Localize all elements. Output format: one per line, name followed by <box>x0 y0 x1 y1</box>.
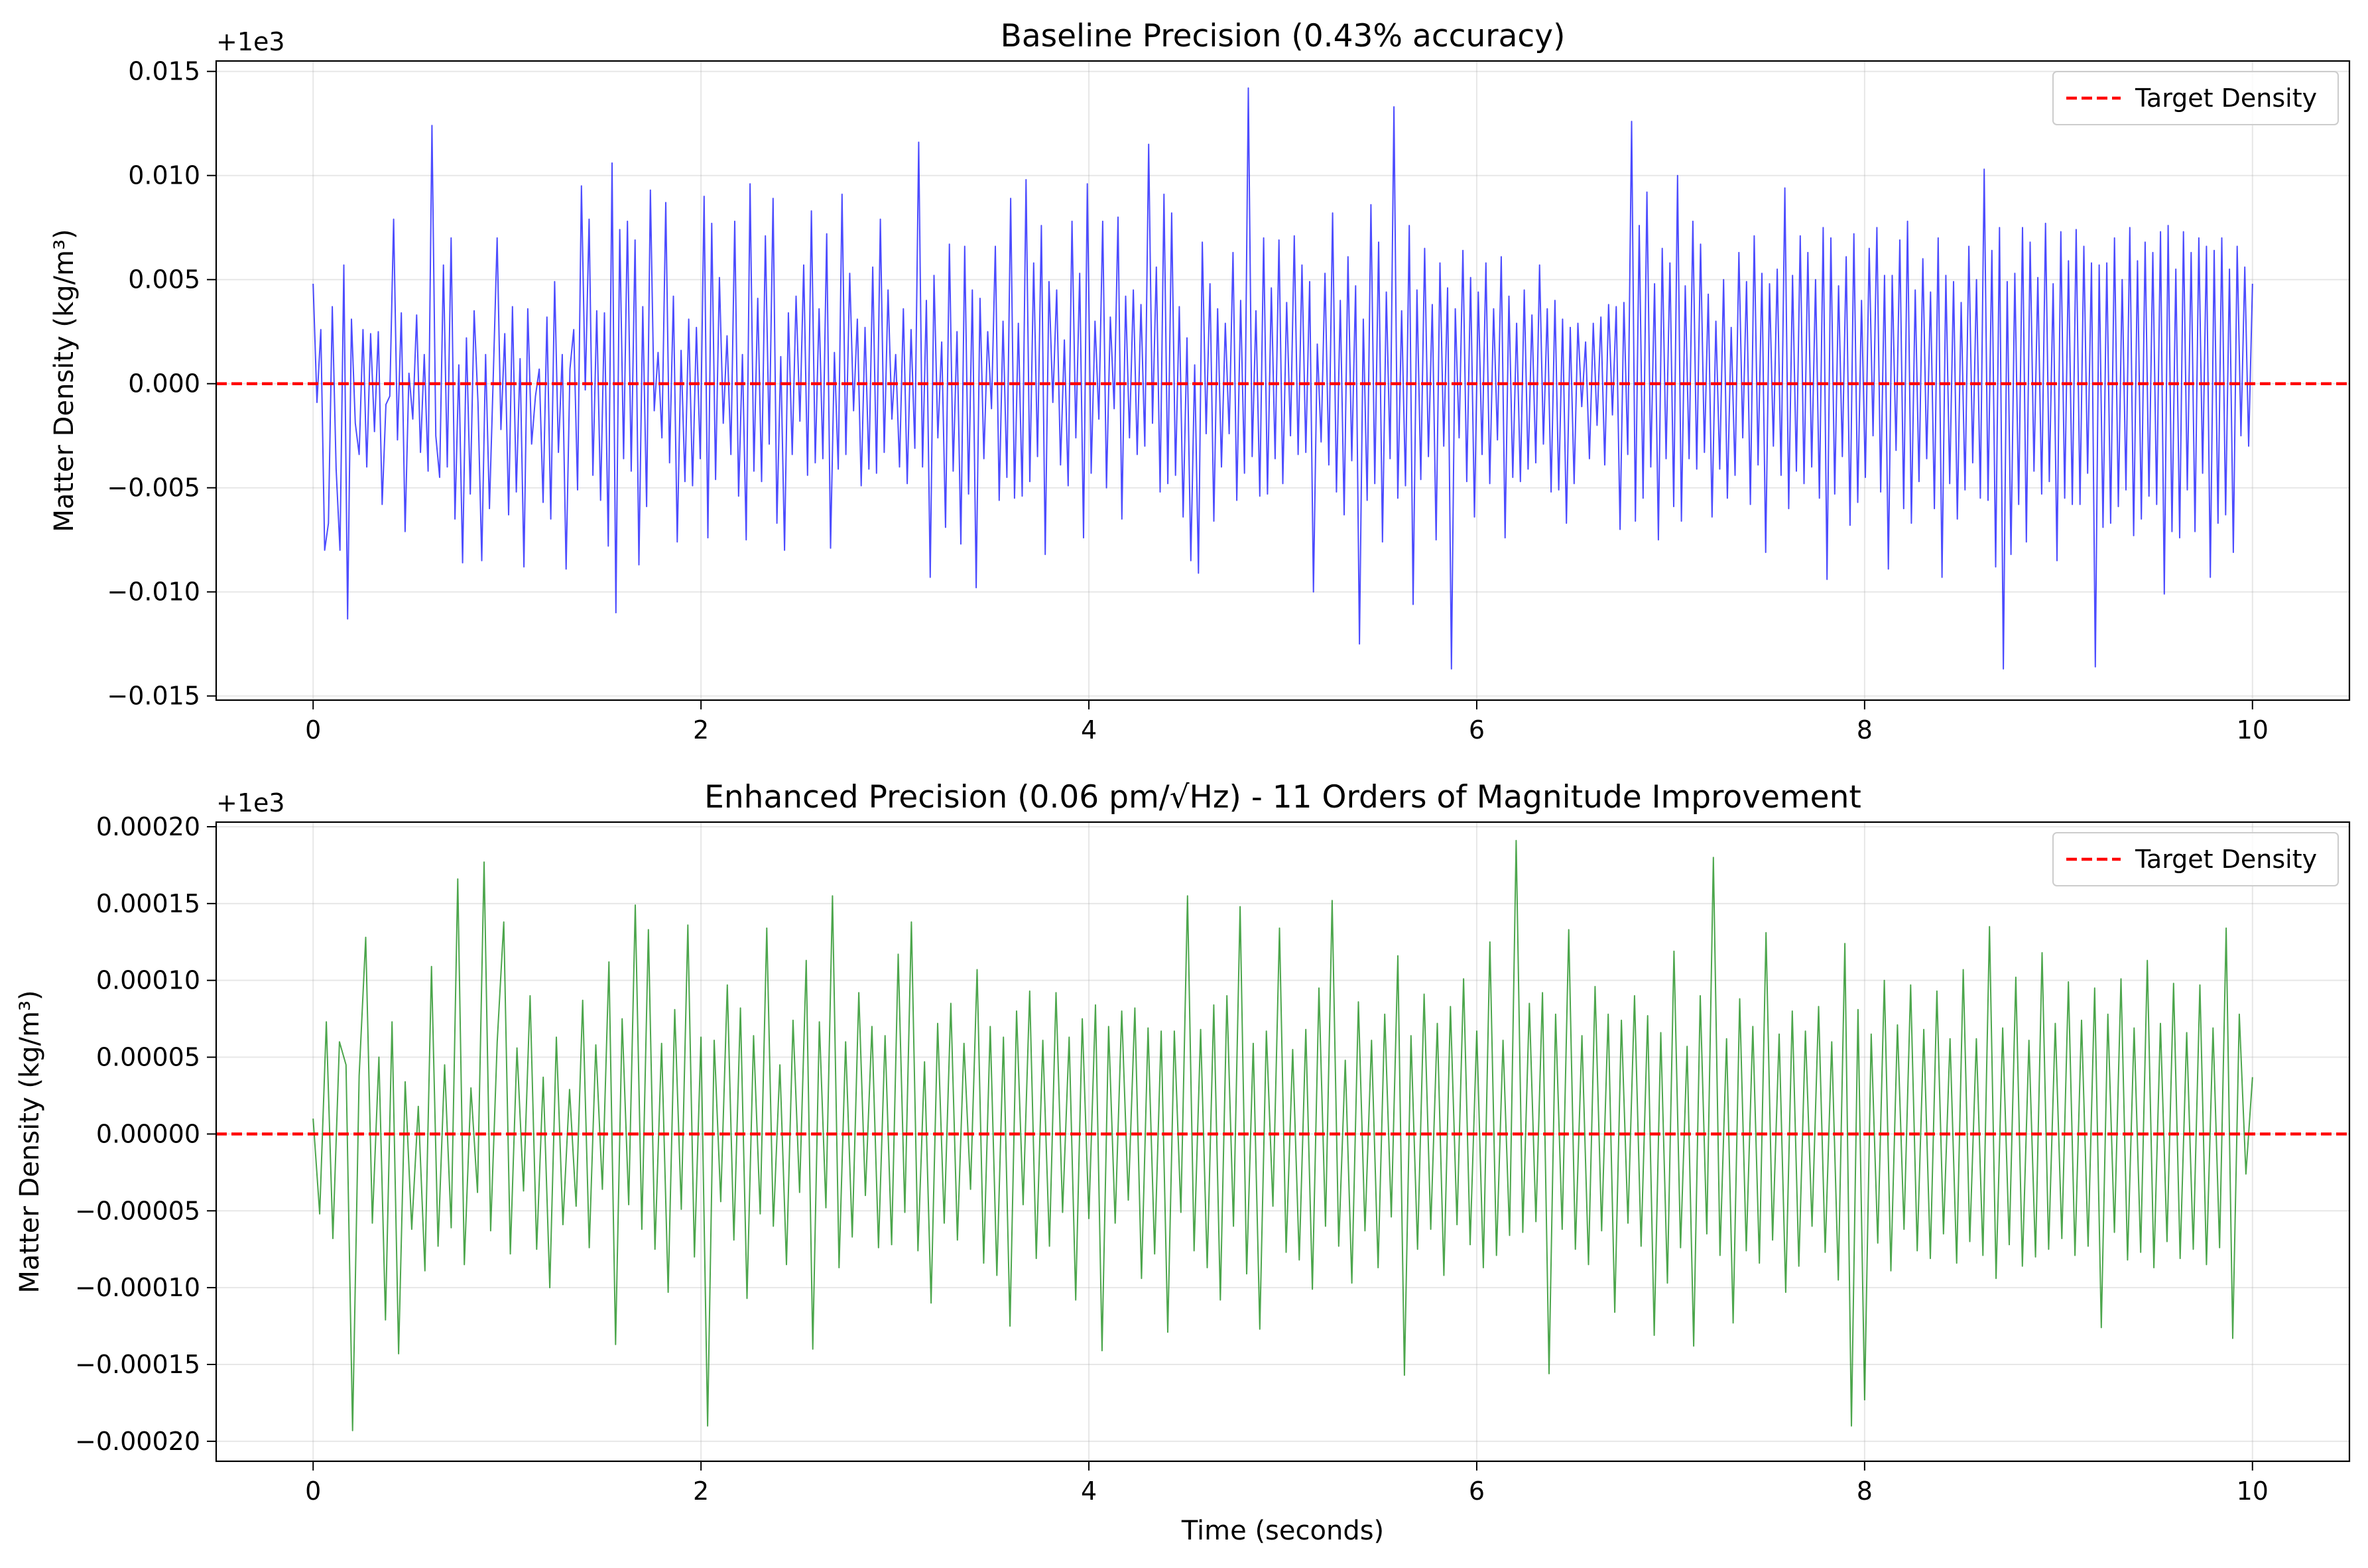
enhanced-y-tick-label: −0.00020 <box>75 1427 200 1456</box>
enhanced-y-tick-label: −0.00015 <box>75 1350 200 1379</box>
baseline-y-tick-label: −0.010 <box>107 577 200 607</box>
enhanced-x-tick-label: 10 <box>2237 1477 2269 1506</box>
baseline-density-series-line <box>312 87 2253 670</box>
baseline-y-tick-label: 0.005 <box>128 265 200 294</box>
baseline-y-tick-label: 0.000 <box>128 369 200 398</box>
enhanced-x-tick-label: 0 <box>305 1477 321 1506</box>
baseline-ticks: 0 2 4 6 8 10 −0.015 −0.010 −0.005 0.000 0.005 0.010… <box>107 57 2269 745</box>
baseline-x-tick-label: 10 <box>2237 715 2269 745</box>
enhanced-x-tick-label: 2 <box>693 1477 709 1506</box>
baseline-x-tick-label: 4 <box>1081 715 1097 745</box>
baseline-axes-frame <box>215 60 2351 701</box>
enhanced-y-tick-label: 0.00010 <box>96 966 200 995</box>
enhanced-legend-label: Target Density <box>2135 845 2317 874</box>
enhanced-x-tick-label: 8 <box>1857 1477 1873 1506</box>
enhanced-legend-box <box>2052 832 2339 886</box>
enhanced-x-tick-label: 6 <box>1469 1477 1485 1506</box>
baseline-y-tick-label: −0.015 <box>107 682 200 711</box>
enhanced-y-tick-label: 0.00020 <box>96 812 200 841</box>
baseline-y-tick-label: 0.010 <box>128 161 200 190</box>
baseline-offset-label: +1e3 <box>216 27 285 56</box>
enhanced-y-tick-label: −0.00010 <box>75 1273 200 1302</box>
enhanced-y-tick-label: 0.00000 <box>96 1119 200 1148</box>
enhanced-offset-label: +1e3 <box>216 788 285 817</box>
baseline-title: Baseline Precision (0.43% accuracy) <box>1001 18 1566 54</box>
enhanced-precision-subplot: 0 2 4 6 8 10 −0.00020 −0.00015 −0.00010 −0.00005 0… <box>15 779 2351 1546</box>
enhanced-x-axis-label: Time (seconds) <box>1181 1516 1384 1546</box>
enhanced-y-axis-label: Matter Density (kg/m³) <box>15 990 45 1293</box>
baseline-x-tick-label: 0 <box>305 715 321 745</box>
baseline-series <box>312 87 2253 670</box>
enhanced-y-tick-label: −0.00005 <box>75 1196 200 1225</box>
enhanced-axes-frame <box>215 821 2351 1463</box>
baseline-x-tick-label: 6 <box>1469 715 1485 745</box>
baseline-precision-subplot: 0 2 4 6 8 10 −0.015 −0.010 −0.005 0.000 0.005 0.010… <box>49 18 2351 745</box>
enhanced-title: Enhanced Precision (0.06 pm/√Hz) - 11 Or… <box>704 779 1861 815</box>
baseline-x-tick-label: 2 <box>693 715 709 745</box>
baseline-x-tick-label: 8 <box>1857 715 1873 745</box>
enhanced-grid <box>216 822 2349 1461</box>
baseline-y-tick-label: 0.015 <box>128 57 200 86</box>
enhanced-density-series-line <box>312 839 2253 1431</box>
baseline-legend-label: Target Density <box>2135 84 2317 113</box>
enhanced-ticks: 0 2 4 6 8 10 −0.00020 −0.00015 −0.00010 −0.00005 0… <box>75 812 2269 1506</box>
baseline-y-tick-label: −0.005 <box>107 473 200 503</box>
baseline-legend: Target Density <box>2052 71 2339 125</box>
baseline-y-axis-label: Matter Density (kg/m³) <box>49 229 80 532</box>
baseline-legend-box <box>2052 71 2339 125</box>
enhanced-y-tick-label: 0.00005 <box>96 1043 200 1072</box>
enhanced-series <box>312 839 2253 1431</box>
enhanced-x-tick-label: 4 <box>1081 1477 1097 1506</box>
enhanced-legend: Target Density <box>2052 832 2339 886</box>
enhanced-y-tick-label: 0.00015 <box>96 889 200 918</box>
